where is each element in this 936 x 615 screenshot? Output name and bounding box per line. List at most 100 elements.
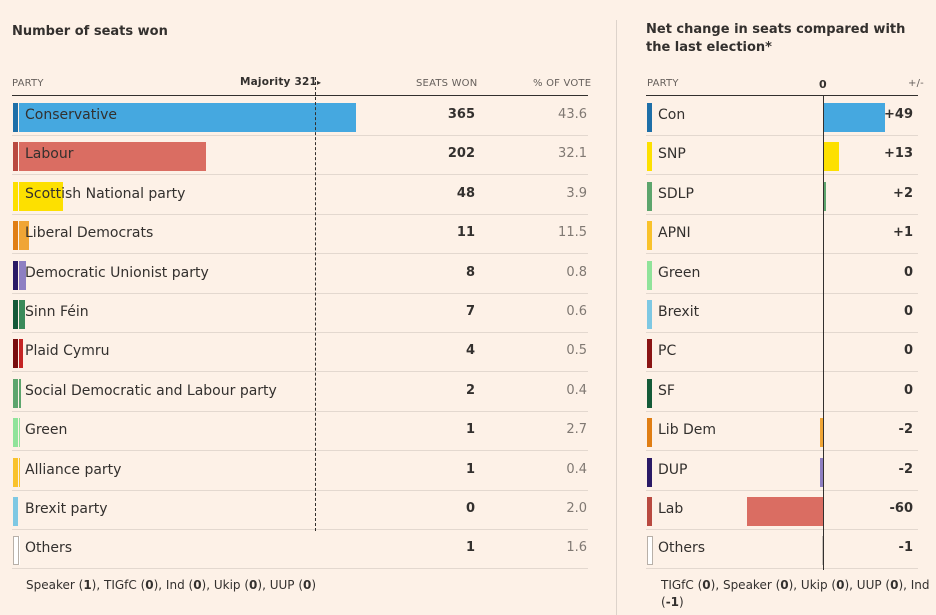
seats-value: 4 (465, 343, 475, 359)
footnote-part: 0 (145, 578, 154, 592)
footnote-part: 0 (249, 578, 258, 592)
change-footnote: TIGfC (0), Speaker (0), Ukip (0), UUP (0… (661, 577, 931, 611)
party-swatch (647, 497, 652, 526)
party-swatch (13, 103, 18, 132)
seats-row: Labour 202 32.1 (12, 136, 588, 176)
seats-value: 48 (456, 185, 475, 201)
party-name: Lab (658, 501, 684, 517)
seats-value: 0 (465, 501, 475, 516)
party-swatch (647, 418, 652, 448)
party-name: Conservative (25, 107, 118, 123)
footnote-part: ), TIGfC ( (91, 578, 146, 592)
change-row: Lab -60 (646, 491, 918, 530)
party-swatch (647, 536, 653, 566)
seats-value: 365 (447, 107, 475, 122)
party-name: Brexit (658, 304, 700, 320)
change-row: Brexit 0 (646, 294, 918, 333)
party-name: Scottish National party (25, 185, 186, 202)
footnote-part: ) (311, 578, 317, 592)
party-name: Green (658, 264, 701, 281)
vote-share-value: 2.0 (566, 501, 587, 516)
change-value: -60 (889, 501, 914, 516)
seats-bar (19, 418, 20, 448)
party-name: APNI (658, 225, 691, 242)
vote-share-value: 11.5 (558, 225, 587, 241)
footnote-part: ), Ukip ( (788, 578, 837, 592)
change-bar (820, 418, 823, 448)
seats-bar (19, 142, 206, 172)
party-swatch (647, 142, 652, 172)
seats-row: Scottish National party 48 3.9 (12, 176, 588, 215)
footnote-part: ), UUP ( (844, 578, 891, 592)
change-value: 0 (903, 382, 913, 398)
party-swatch (647, 378, 652, 408)
seats-value: 1 (465, 540, 475, 556)
change-bar (821, 536, 823, 566)
change-value: +13 (884, 146, 913, 162)
party-swatch (13, 221, 18, 251)
footnote-part: 0 (702, 578, 711, 592)
vote-share-value: 3.9 (566, 185, 587, 201)
party-name: Labour (25, 146, 74, 163)
party-swatch (13, 378, 18, 408)
change-bar (747, 497, 823, 526)
party-name: SDLP (658, 185, 694, 202)
seats-bar (19, 300, 26, 329)
party-name: SF (658, 382, 675, 399)
vote-share-value: 0.5 (566, 343, 587, 359)
majority-label-text: Majority 321 (240, 76, 317, 88)
change-value: -1 (898, 540, 913, 556)
party-swatch (647, 103, 652, 132)
change-value: 0 (903, 304, 913, 319)
vote-share-value: 0.4 (566, 382, 587, 398)
seats-footnote: Speaker (1), TIGfC (0), Ind (0), Ukip (0… (26, 577, 316, 594)
party-name: SNP (658, 146, 686, 163)
seats-row: Others 1 1.6 (12, 530, 588, 570)
seats-bar (19, 221, 30, 251)
header-rule (12, 95, 588, 96)
change-row: SF 0 (646, 373, 918, 412)
change-row: SDLP +2 (646, 176, 918, 215)
footnote-part: ), UUP ( (257, 578, 304, 592)
change-row: Con +49 (646, 97, 918, 136)
seats-value: 1 (465, 461, 475, 477)
seats-row: Alliance party 1 0.4 (12, 452, 588, 491)
seats-bar (19, 457, 20, 487)
change-row: Green 0 (646, 255, 918, 294)
seats-bar (19, 339, 23, 369)
party-name: DUP (658, 461, 688, 478)
party-swatch (13, 339, 18, 369)
party-name: Others (658, 540, 706, 557)
footnote-part: ) (679, 595, 684, 609)
zero-axis-line (823, 96, 824, 570)
change-row: Lib Dem -2 (646, 412, 918, 452)
party-swatch (647, 221, 652, 251)
change-chart-title: Net change in seats compared with the la… (646, 22, 906, 55)
footnote-part: TIGfC ( (661, 578, 703, 592)
party-name: Brexit party (25, 501, 108, 517)
party-swatch (13, 142, 18, 172)
change-column-header: +/- (908, 78, 924, 89)
change-value: 0 (903, 264, 913, 280)
seats-row: Green 1 2.7 (12, 412, 588, 452)
vote-share-value: 0.6 (566, 304, 587, 319)
party-name: Social Democratic and Labour party (25, 382, 277, 399)
zero-axis-label: 0 (819, 78, 827, 91)
change-value: -2 (898, 422, 913, 438)
change-row: DUP -2 (646, 452, 918, 491)
seats-value: 202 (447, 146, 475, 162)
seats-value: 7 (465, 304, 475, 319)
seats-won-panel: Number of seats won PARTY Majority 321▸ … (12, 24, 591, 594)
net-change-panel: Net change in seats compared with the la… (630, 0, 936, 615)
seats-value: 11 (456, 225, 475, 241)
party-swatch (13, 260, 18, 290)
seats-row: Liberal Democrats 11 11.5 (12, 215, 588, 255)
party-swatch (13, 497, 18, 526)
change-value: +49 (884, 107, 913, 122)
change-row: APNI +1 (646, 215, 918, 255)
seats-bar (19, 181, 64, 211)
majority-marker-icon: ▸ (316, 78, 322, 87)
party-name: Sinn Féin (25, 304, 89, 320)
vote-share-value: 2.7 (566, 422, 587, 438)
change-header-rule (646, 95, 918, 96)
